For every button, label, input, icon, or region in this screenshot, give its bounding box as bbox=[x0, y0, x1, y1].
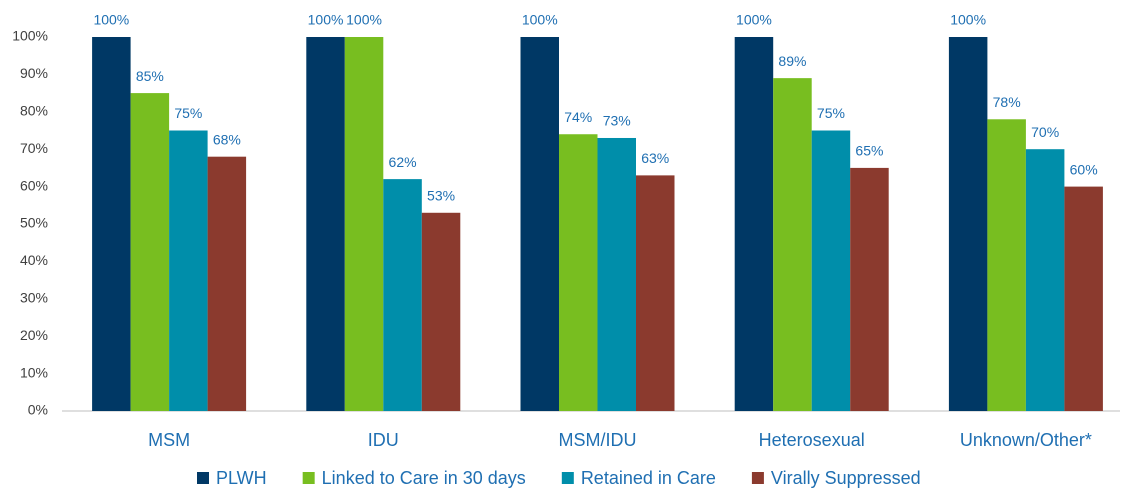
legend-label: PLWH bbox=[216, 468, 267, 488]
bar bbox=[636, 175, 675, 411]
y-tick-label: 10% bbox=[20, 364, 48, 380]
x-tick-label: IDU bbox=[368, 430, 399, 450]
legend-label: Virally Suppressed bbox=[771, 468, 921, 488]
y-tick-label: 50% bbox=[20, 215, 48, 231]
x-tick-label: Unknown/Other* bbox=[960, 430, 1092, 450]
bar bbox=[948, 37, 988, 411]
legend-label: Linked to Care in 30 days bbox=[322, 468, 526, 488]
bar bbox=[559, 134, 598, 412]
bar bbox=[597, 137, 636, 412]
x-tick-label: MSM bbox=[148, 430, 190, 450]
value-label: 85% bbox=[136, 68, 164, 84]
bar bbox=[850, 167, 889, 411]
y-tick-label: 60% bbox=[20, 177, 48, 193]
value-label: 100% bbox=[950, 12, 986, 28]
y-tick-label: 70% bbox=[20, 140, 48, 156]
bar bbox=[421, 212, 461, 411]
value-label: 75% bbox=[817, 105, 845, 121]
value-label: 68% bbox=[213, 131, 241, 147]
bar bbox=[987, 119, 1026, 411]
legend-label: Retained in Care bbox=[581, 468, 716, 488]
bar bbox=[344, 37, 384, 411]
value-label: 100% bbox=[308, 12, 344, 28]
value-label: 60% bbox=[1070, 161, 1098, 177]
y-tick-label: 30% bbox=[20, 290, 48, 306]
bar bbox=[92, 37, 131, 411]
bar bbox=[811, 130, 851, 411]
bar bbox=[306, 37, 345, 411]
bar bbox=[734, 37, 774, 411]
bar bbox=[130, 93, 170, 411]
x-tick-label: MSM/IDU bbox=[559, 430, 637, 450]
y-tick-label: 90% bbox=[20, 65, 48, 81]
bar bbox=[1025, 149, 1065, 411]
y-tick-label: 20% bbox=[20, 327, 48, 343]
value-label: 89% bbox=[778, 53, 806, 69]
value-label: 75% bbox=[174, 105, 202, 121]
value-label: 53% bbox=[427, 187, 455, 203]
x-tick-label: Heterosexual bbox=[759, 430, 865, 450]
value-label: 70% bbox=[1031, 124, 1059, 140]
value-label: 62% bbox=[389, 154, 417, 170]
bar bbox=[207, 156, 247, 411]
bar bbox=[169, 130, 208, 411]
y-tick-label: 80% bbox=[20, 103, 48, 119]
legend-swatch bbox=[561, 472, 574, 484]
value-label: 100% bbox=[93, 12, 129, 28]
legend-swatch bbox=[302, 472, 315, 484]
value-label: 63% bbox=[641, 150, 669, 166]
legend-swatch bbox=[197, 472, 209, 484]
value-label: 100% bbox=[522, 12, 558, 28]
value-label: 100% bbox=[736, 12, 772, 28]
bar bbox=[773, 78, 812, 411]
bar bbox=[520, 37, 559, 411]
value-label: 78% bbox=[993, 94, 1021, 110]
value-label: 100% bbox=[346, 12, 382, 28]
value-label: 73% bbox=[603, 113, 631, 129]
y-tick-label: 40% bbox=[20, 252, 48, 268]
y-tick-label: 0% bbox=[28, 402, 48, 418]
bar bbox=[383, 179, 422, 411]
value-label: 74% bbox=[564, 109, 592, 125]
legend-swatch bbox=[751, 472, 764, 484]
value-label: 65% bbox=[855, 143, 883, 159]
y-tick-label: 100% bbox=[12, 28, 48, 44]
bar bbox=[1064, 186, 1103, 411]
